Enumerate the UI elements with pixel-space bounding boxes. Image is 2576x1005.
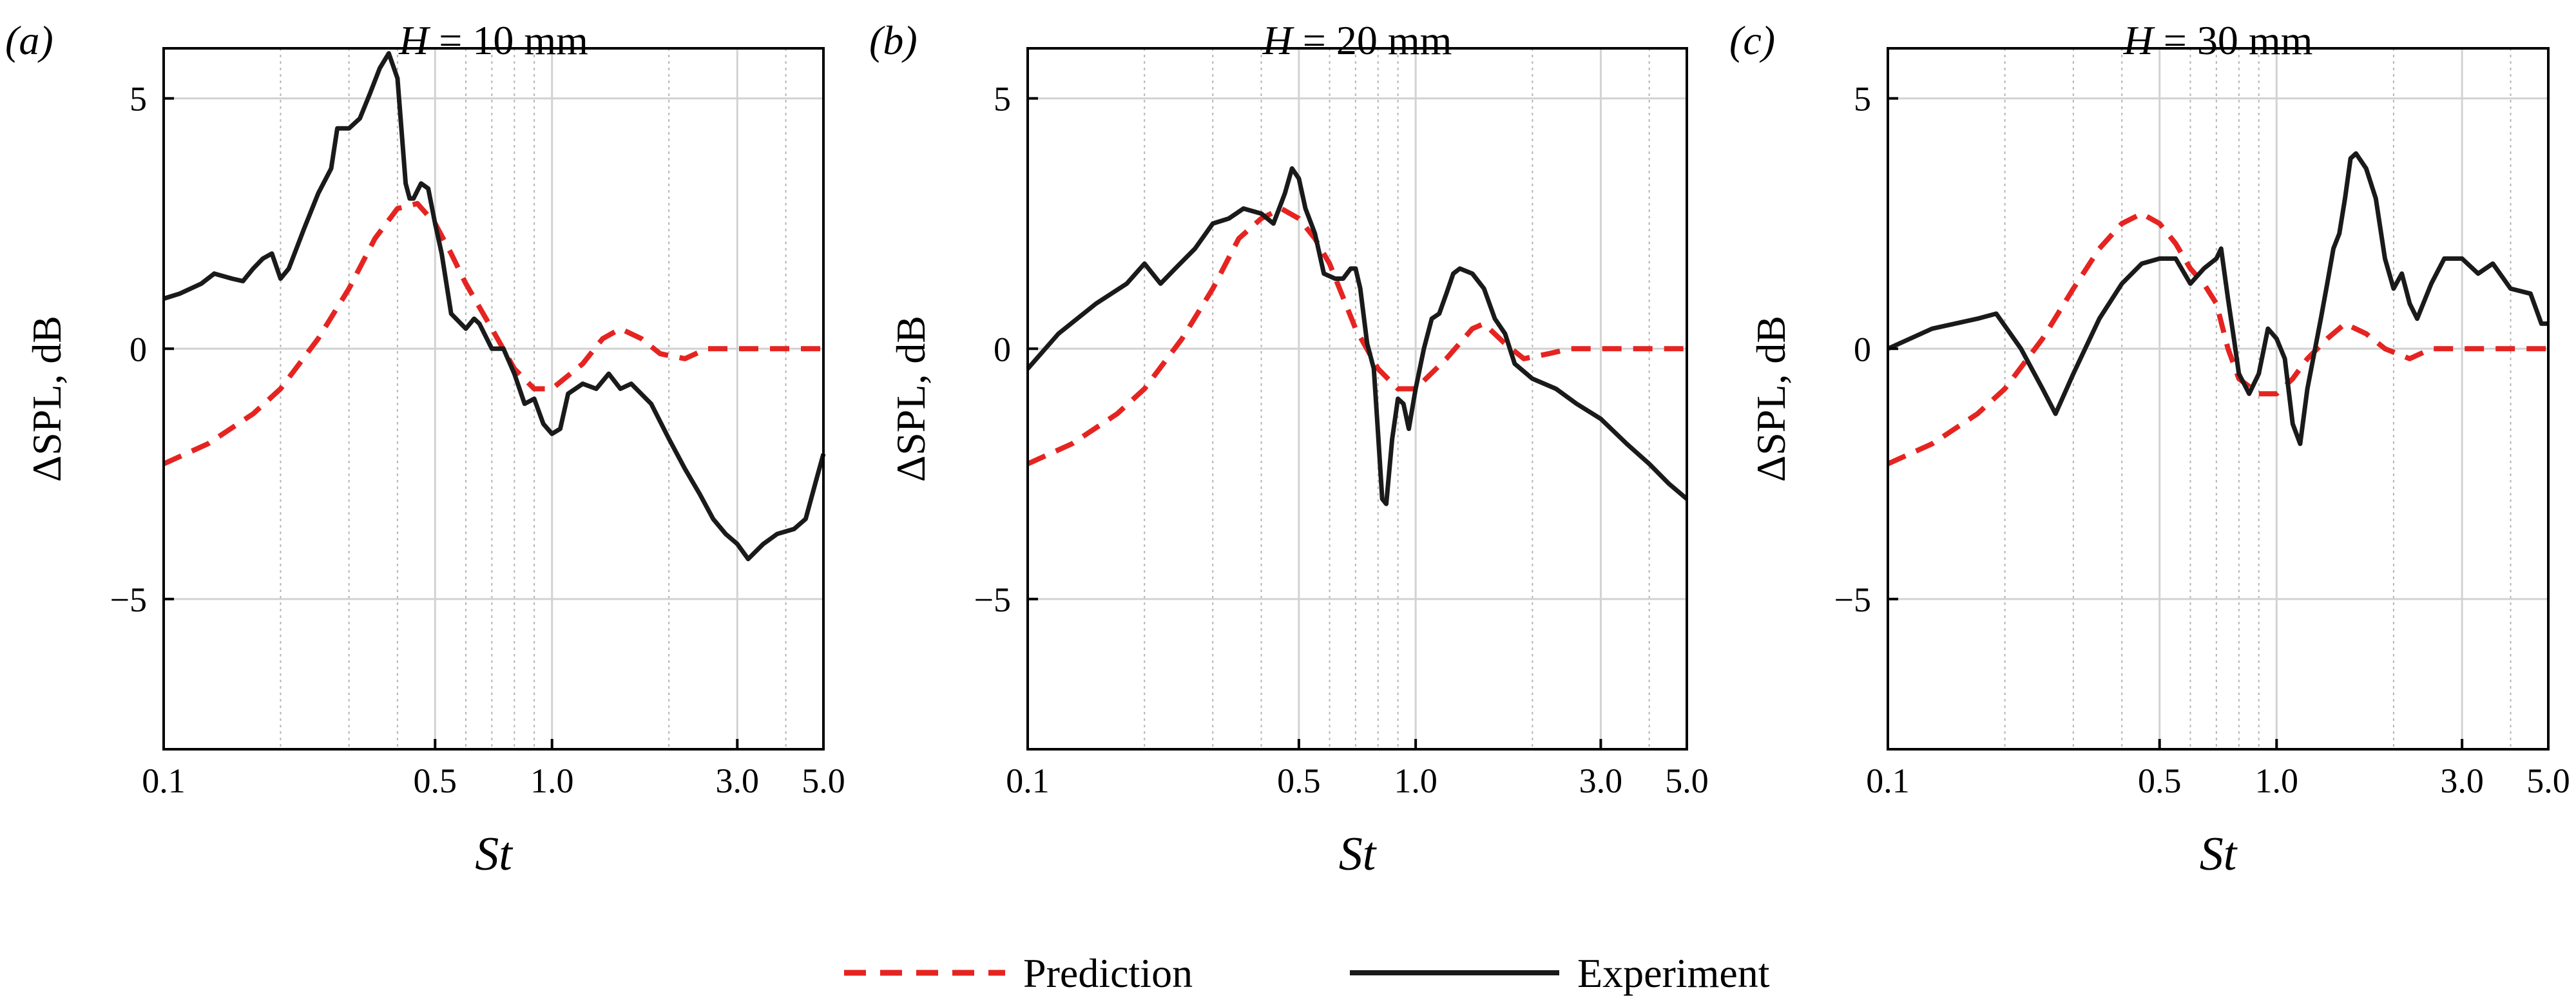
y-tick-label: 0 <box>130 330 147 368</box>
panel-title-value: = 30 mm <box>2153 17 2313 63</box>
x-tick-label: 0.5 <box>2138 761 2182 800</box>
chart-panel-2: 5 0 −5 0.1 0.5 1.0 3.0 5.0 St ΔSPL, dB (b) H = 20 m… <box>869 17 1709 881</box>
panel-label: (c) <box>1729 17 1775 63</box>
y-tick-label: 0 <box>1854 330 1871 368</box>
panel-title-variable: H <box>2123 17 2156 63</box>
series-line-experiment <box>162 51 826 562</box>
x-axis-label: St <box>475 828 514 881</box>
panel-title-value: = 20 mm <box>1293 17 1452 63</box>
x-tick-label: 0.5 <box>414 761 457 800</box>
y-axis-label: ΔSPL, dB <box>888 316 934 482</box>
x-axis-label: St <box>2200 828 2238 881</box>
x-axis-label: St <box>1339 828 1378 881</box>
y-axis-label: ΔSPL, dB <box>24 316 70 482</box>
series-line-experiment <box>1026 166 1689 506</box>
panel-label: (a) <box>5 17 53 63</box>
y-tick-label: 0 <box>994 330 1011 368</box>
y-tick-label: 5 <box>1854 80 1871 119</box>
plot-frame <box>1887 47 2550 751</box>
y-tick-label: 5 <box>130 80 147 119</box>
panel-title-value: = 10 mm <box>428 17 588 63</box>
panel-label: (b) <box>869 17 918 63</box>
x-tick-label: 3.0 <box>1579 761 1623 800</box>
chart-panel-3: 5 0 −5 0.1 0.5 1.0 3.0 5.0 St ΔSPL, dB (c) H = 30 m… <box>1729 17 2570 881</box>
x-tick-label: 0.1 <box>1866 761 1910 800</box>
x-tick-label: 1.0 <box>530 761 574 800</box>
panel-title: H = 30 mm <box>2123 17 2313 63</box>
series-line-experiment <box>1887 151 2548 446</box>
plot-frame <box>1026 47 1688 751</box>
x-tick-label: 5.0 <box>2526 761 2570 800</box>
y-tick-label: −5 <box>110 580 147 619</box>
chart-panel-1: 5 0 −5 0.1 0.5 1.0 3.0 5.0 St ΔSPL, dB (a) H = 10 m… <box>5 17 845 881</box>
y-tick-label: −5 <box>974 580 1011 619</box>
x-tick-label: 1.0 <box>1394 761 1437 800</box>
chart-legend: Prediction Experiment <box>844 950 1770 996</box>
series-line-prediction <box>162 200 823 466</box>
legend-label-prediction: Prediction <box>1023 950 1193 996</box>
x-tick-label: 0.5 <box>1277 761 1321 800</box>
panel-title: H = 20 mm <box>1262 17 1452 63</box>
series-line-prediction <box>1887 211 2548 466</box>
y-axis-label: ΔSPL, dB <box>1748 316 1794 482</box>
x-tick-label: 5.0 <box>802 761 845 800</box>
series-line-prediction <box>1026 206 1687 466</box>
x-tick-label: 5.0 <box>1665 761 1709 800</box>
chart-panels: 5 0 −5 0.1 0.5 1.0 3.0 5.0 St ΔSPL, dB (a) H = 10 m… <box>5 17 2570 881</box>
x-tick-label: 1.0 <box>2255 761 2299 800</box>
y-tick-label: −5 <box>1834 580 1871 619</box>
x-tick-label: 0.1 <box>1006 761 1050 800</box>
panel-title: H = 10 mm <box>398 17 588 63</box>
x-tick-label: 0.1 <box>142 761 186 800</box>
panel-title-variable: H <box>398 17 431 63</box>
y-tick-label: 5 <box>994 80 1011 119</box>
panel-title-variable: H <box>1262 17 1295 63</box>
x-tick-label: 3.0 <box>716 761 760 800</box>
legend-label-experiment: Experiment <box>1577 950 1770 996</box>
x-tick-label: 3.0 <box>2440 761 2484 800</box>
plot-frame <box>162 47 825 751</box>
